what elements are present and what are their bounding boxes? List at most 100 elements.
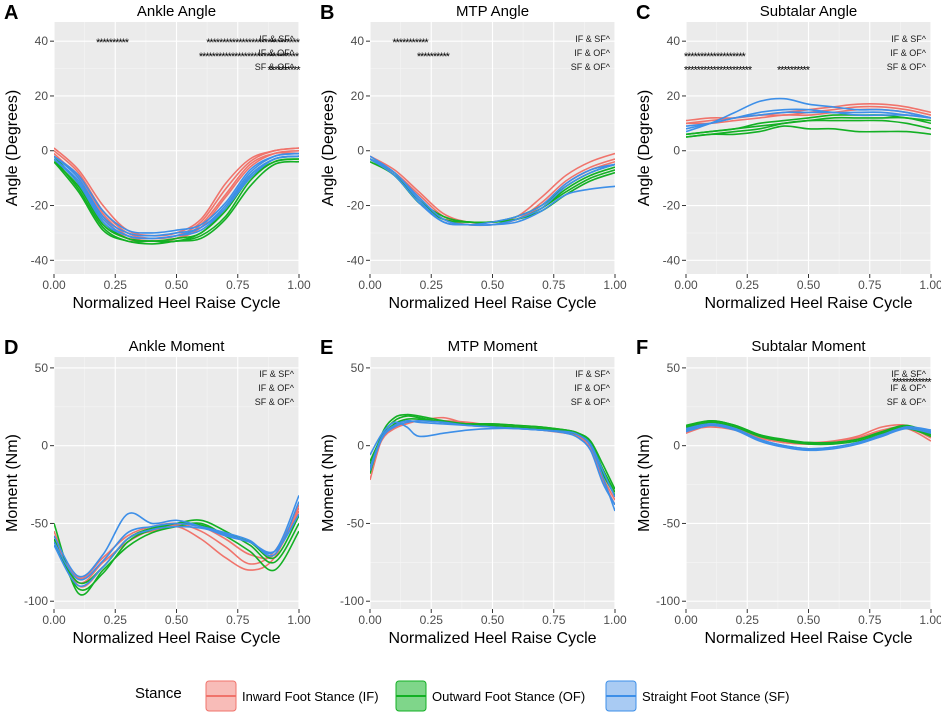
significance-star: * [790, 65, 795, 77]
significance-star: * [260, 51, 265, 63]
series-line-sf [686, 111, 931, 127]
significance-star: * [703, 51, 708, 63]
significance-star: * [257, 37, 262, 49]
significance-star: * [405, 37, 410, 49]
significance-star: * [899, 376, 904, 388]
series-lines [54, 147, 299, 245]
significance-bar: ******************* [684, 51, 747, 63]
y-tick-label: 0 [357, 144, 364, 158]
significance-star: * [442, 51, 447, 63]
significance-label: IF & SF^ [891, 369, 927, 379]
significance-star: * [229, 37, 234, 49]
significance-label: IF & OF^ [258, 383, 295, 393]
significance-star: * [285, 51, 290, 63]
significance-star: * [235, 37, 240, 49]
significance-star: * [693, 65, 698, 77]
significance-label: SF & OF^ [571, 397, 611, 407]
significance-star: * [279, 51, 284, 63]
significance-star: * [738, 65, 743, 77]
legend: Stance Inward Foot Stance (IF) Outward Fo… [135, 680, 789, 712]
significance-star: * [263, 51, 268, 63]
significance-star: * [417, 51, 422, 63]
significance-star: * [700, 51, 705, 63]
y-axis-title: Angle (Degrees) [636, 90, 653, 207]
significance-star: * [122, 37, 127, 49]
y-tick-label: -40 [31, 253, 49, 267]
chart-panel-e: 0.00 0.25 0.50 0.75 1.00 -100 -50 0 50 IF & SF^ IF… [320, 337, 627, 647]
significance-star: * [915, 376, 920, 388]
y-tick-label: 0 [41, 144, 48, 158]
significance-label: IF & OF^ [574, 383, 611, 393]
x-tick-label: 0.75 [858, 613, 882, 627]
chart-panel-d: 0.00 0.25 0.50 0.75 1.00 -100 -50 0 50 IF & SF^ IF… [4, 337, 311, 647]
significance-star: * [722, 65, 727, 77]
significance-bar: ********************* [684, 65, 753, 77]
significance-star: * [224, 51, 229, 63]
significance-star: * [741, 65, 746, 77]
y-tick-label: 40 [351, 34, 365, 48]
significance-star: * [725, 51, 730, 63]
series-line-if [54, 510, 299, 584]
chart-title: Subtalar Moment [751, 338, 866, 355]
significance-star: * [234, 51, 239, 63]
significance-label: IF & SF^ [259, 34, 295, 44]
significance-star: * [202, 51, 207, 63]
x-tick-label: 0.25 [420, 613, 444, 627]
significance-label: SF & OF^ [887, 397, 927, 407]
significance-star: * [684, 51, 689, 63]
significance-star: * [240, 51, 245, 63]
significance-star: * [423, 51, 428, 63]
significance-star: * [738, 51, 743, 63]
significance-star: * [293, 37, 298, 49]
significance-label: SF & OF^ [571, 62, 611, 72]
significance-star: * [732, 65, 737, 77]
significance-star: * [238, 37, 243, 49]
significance-star: * [732, 51, 737, 63]
y-tick-label: 20 [35, 89, 49, 103]
y-axis-title: Angle (Degrees) [4, 90, 21, 207]
y-axis-title: Moment (Nm) [320, 434, 337, 532]
significance-star: * [706, 65, 711, 77]
significance-star: * [273, 37, 278, 49]
significance-star: * [793, 65, 798, 77]
legend-item-if: Inward Foot Stance (IF) [205, 680, 379, 712]
significance-star: * [927, 376, 932, 388]
significance-star: * [780, 65, 785, 77]
x-axis-title: Normalized Heel Raise Cycle [388, 295, 596, 312]
significance-label: IF & OF^ [890, 383, 927, 393]
significance-star: * [276, 51, 281, 63]
significance-star: * [716, 51, 721, 63]
significance-star: * [426, 51, 431, 63]
x-tick-label: 0.75 [858, 278, 882, 292]
significance-star: * [719, 51, 724, 63]
significance-star: * [430, 51, 435, 63]
significance-bar: ************ [892, 376, 932, 388]
y-tick-label: -20 [663, 199, 681, 213]
series-lines [686, 419, 931, 452]
significance-star: * [225, 37, 230, 49]
y-tick-label: -20 [31, 199, 49, 213]
significance-star: * [399, 37, 404, 49]
x-tick-label: 1.00 [603, 278, 627, 292]
series-lines [370, 413, 615, 512]
significance-star: * [713, 51, 718, 63]
significance-star: * [109, 37, 114, 49]
significance-star: * [99, 37, 104, 49]
significance-star: * [412, 37, 417, 49]
series-line-of [686, 421, 931, 444]
legend-title: Stance [135, 685, 182, 702]
significance-star: * [283, 37, 288, 49]
significance-bar: ********** [417, 51, 451, 63]
x-tick-label: 0.00 [42, 613, 66, 627]
y-tick-label: 50 [667, 361, 681, 375]
x-tick-label: 0.00 [358, 613, 382, 627]
significance-star: * [115, 37, 120, 49]
significance-star: * [892, 376, 897, 388]
significance-star: * [228, 51, 233, 63]
significance-star: * [402, 37, 407, 49]
significance-star: * [697, 65, 702, 77]
panel-letter: C [636, 2, 650, 24]
chart-title: Ankle Angle [137, 3, 216, 20]
significance-star: * [264, 37, 269, 49]
significance-star: * [741, 51, 746, 63]
